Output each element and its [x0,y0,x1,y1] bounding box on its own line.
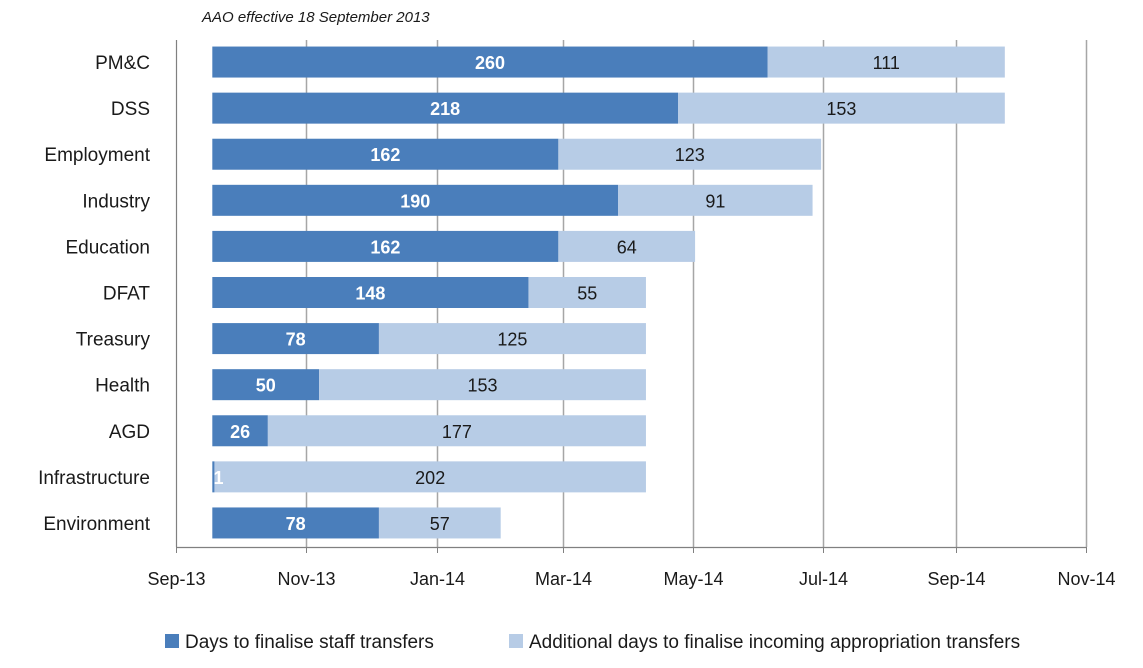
x-tick-label: Sep-13 [147,569,205,589]
bar-staff-pmandc [212,46,768,78]
x-tick-label: Sep-14 [927,569,985,589]
bar-appropriation-treasury [378,323,646,355]
data-label-staff-employment: 162 [370,145,400,165]
data-label-appropriation-industry: 91 [705,191,725,211]
bar-appropriation-environment [378,507,501,539]
data-label-staff-pmandc: 260 [475,53,505,73]
data-label-staff-industry: 190 [400,191,430,211]
data-label-staff-dss: 218 [430,99,460,119]
category-label-agd: AGD [109,422,150,443]
legend-label-staff: Days to finalise staff transfers [185,632,434,653]
x-tick-label: Nov-14 [1057,569,1115,589]
data-label-appropriation-employment: 123 [675,145,705,165]
category-label-infrastructure: Infrastructure [38,468,150,489]
category-label-pmandc: PM&C [95,53,150,74]
data-label-appropriation-education: 64 [617,237,637,257]
bar-staff-agd [212,415,268,447]
x-tick-label: May-14 [663,569,723,589]
chart-subtitle: AAO effective 18 September 2013 [201,9,430,26]
data-label-appropriation-health: 153 [468,376,498,396]
bar-appropriation-agd [267,415,646,447]
data-label-appropriation-dss: 153 [826,99,856,119]
x-tick-label: Mar-14 [535,569,592,589]
bar-staff-employment [212,138,559,170]
category-label-employment: Employment [44,145,150,166]
data-label-appropriation-agd: 177 [442,422,472,442]
bar-staff-environment [212,507,379,539]
bar-appropriation-health [319,369,646,401]
legend-swatch-appropriation [509,634,523,648]
data-label-staff-health: 50 [256,376,276,396]
category-label-environment: Environment [43,514,150,535]
bar-appropriation-industry [618,184,813,216]
x-tick-label: Jan-14 [410,569,465,589]
bar-appropriation-pmandc [767,46,1005,78]
bar-staff-treasury [212,323,379,355]
bar-staff-health [212,369,320,401]
data-label-staff-treasury: 78 [286,330,306,350]
category-label-health: Health [95,376,150,397]
legend-label-appropriation: Additional days to finalise incoming app… [529,632,1020,653]
data-label-staff-agd: 26 [230,422,250,442]
data-label-appropriation-dfat: 55 [577,284,597,304]
legend-swatch-staff [165,634,179,648]
category-label-dss: DSS [111,99,150,120]
data-label-appropriation-pmandc: 111 [873,53,900,73]
bar-staff-education [212,230,559,262]
bar-staff-dfat [212,277,529,308]
data-label-staff-dfat: 148 [355,284,385,304]
axes: Sep-13 Nov-13 Jan-14 Mar-14 May-14 Jul-14 Sep-… [38,40,1116,589]
data-label-appropriation-infrastructure: 202 [415,468,445,488]
legend: Days to finalise staff transfers Addition… [165,632,1020,653]
bar-staff-industry [212,184,619,216]
category-label-education: Education [65,237,150,258]
bar-appropriation-education [558,230,696,262]
bar-staff-dss [212,92,678,124]
bar-appropriation-employment [558,138,822,170]
bar-appropriation-dfat [528,277,646,308]
data-label-staff-education: 162 [370,237,400,257]
bar-staff-infrastructure [212,461,215,493]
data-label-appropriation-environment: 57 [430,514,450,534]
category-label-industry: Industry [82,191,150,212]
bar-appropriation-infrastructure [214,461,646,493]
data-label-staff-infrastructure: 1 [213,468,223,488]
x-tick-label: Jul-14 [799,569,848,589]
bars: 260 111 218 153 162 123 190 91 162 64 148 55 78 125 50… [212,46,1005,539]
data-label-appropriation-treasury: 125 [497,330,527,350]
category-label-treasury: Treasury [76,330,151,351]
category-label-dfat: DFAT [103,284,151,305]
data-label-staff-environment: 78 [286,514,306,534]
x-tick-label: Nov-13 [277,569,335,589]
bar-appropriation-dss [677,92,1005,124]
